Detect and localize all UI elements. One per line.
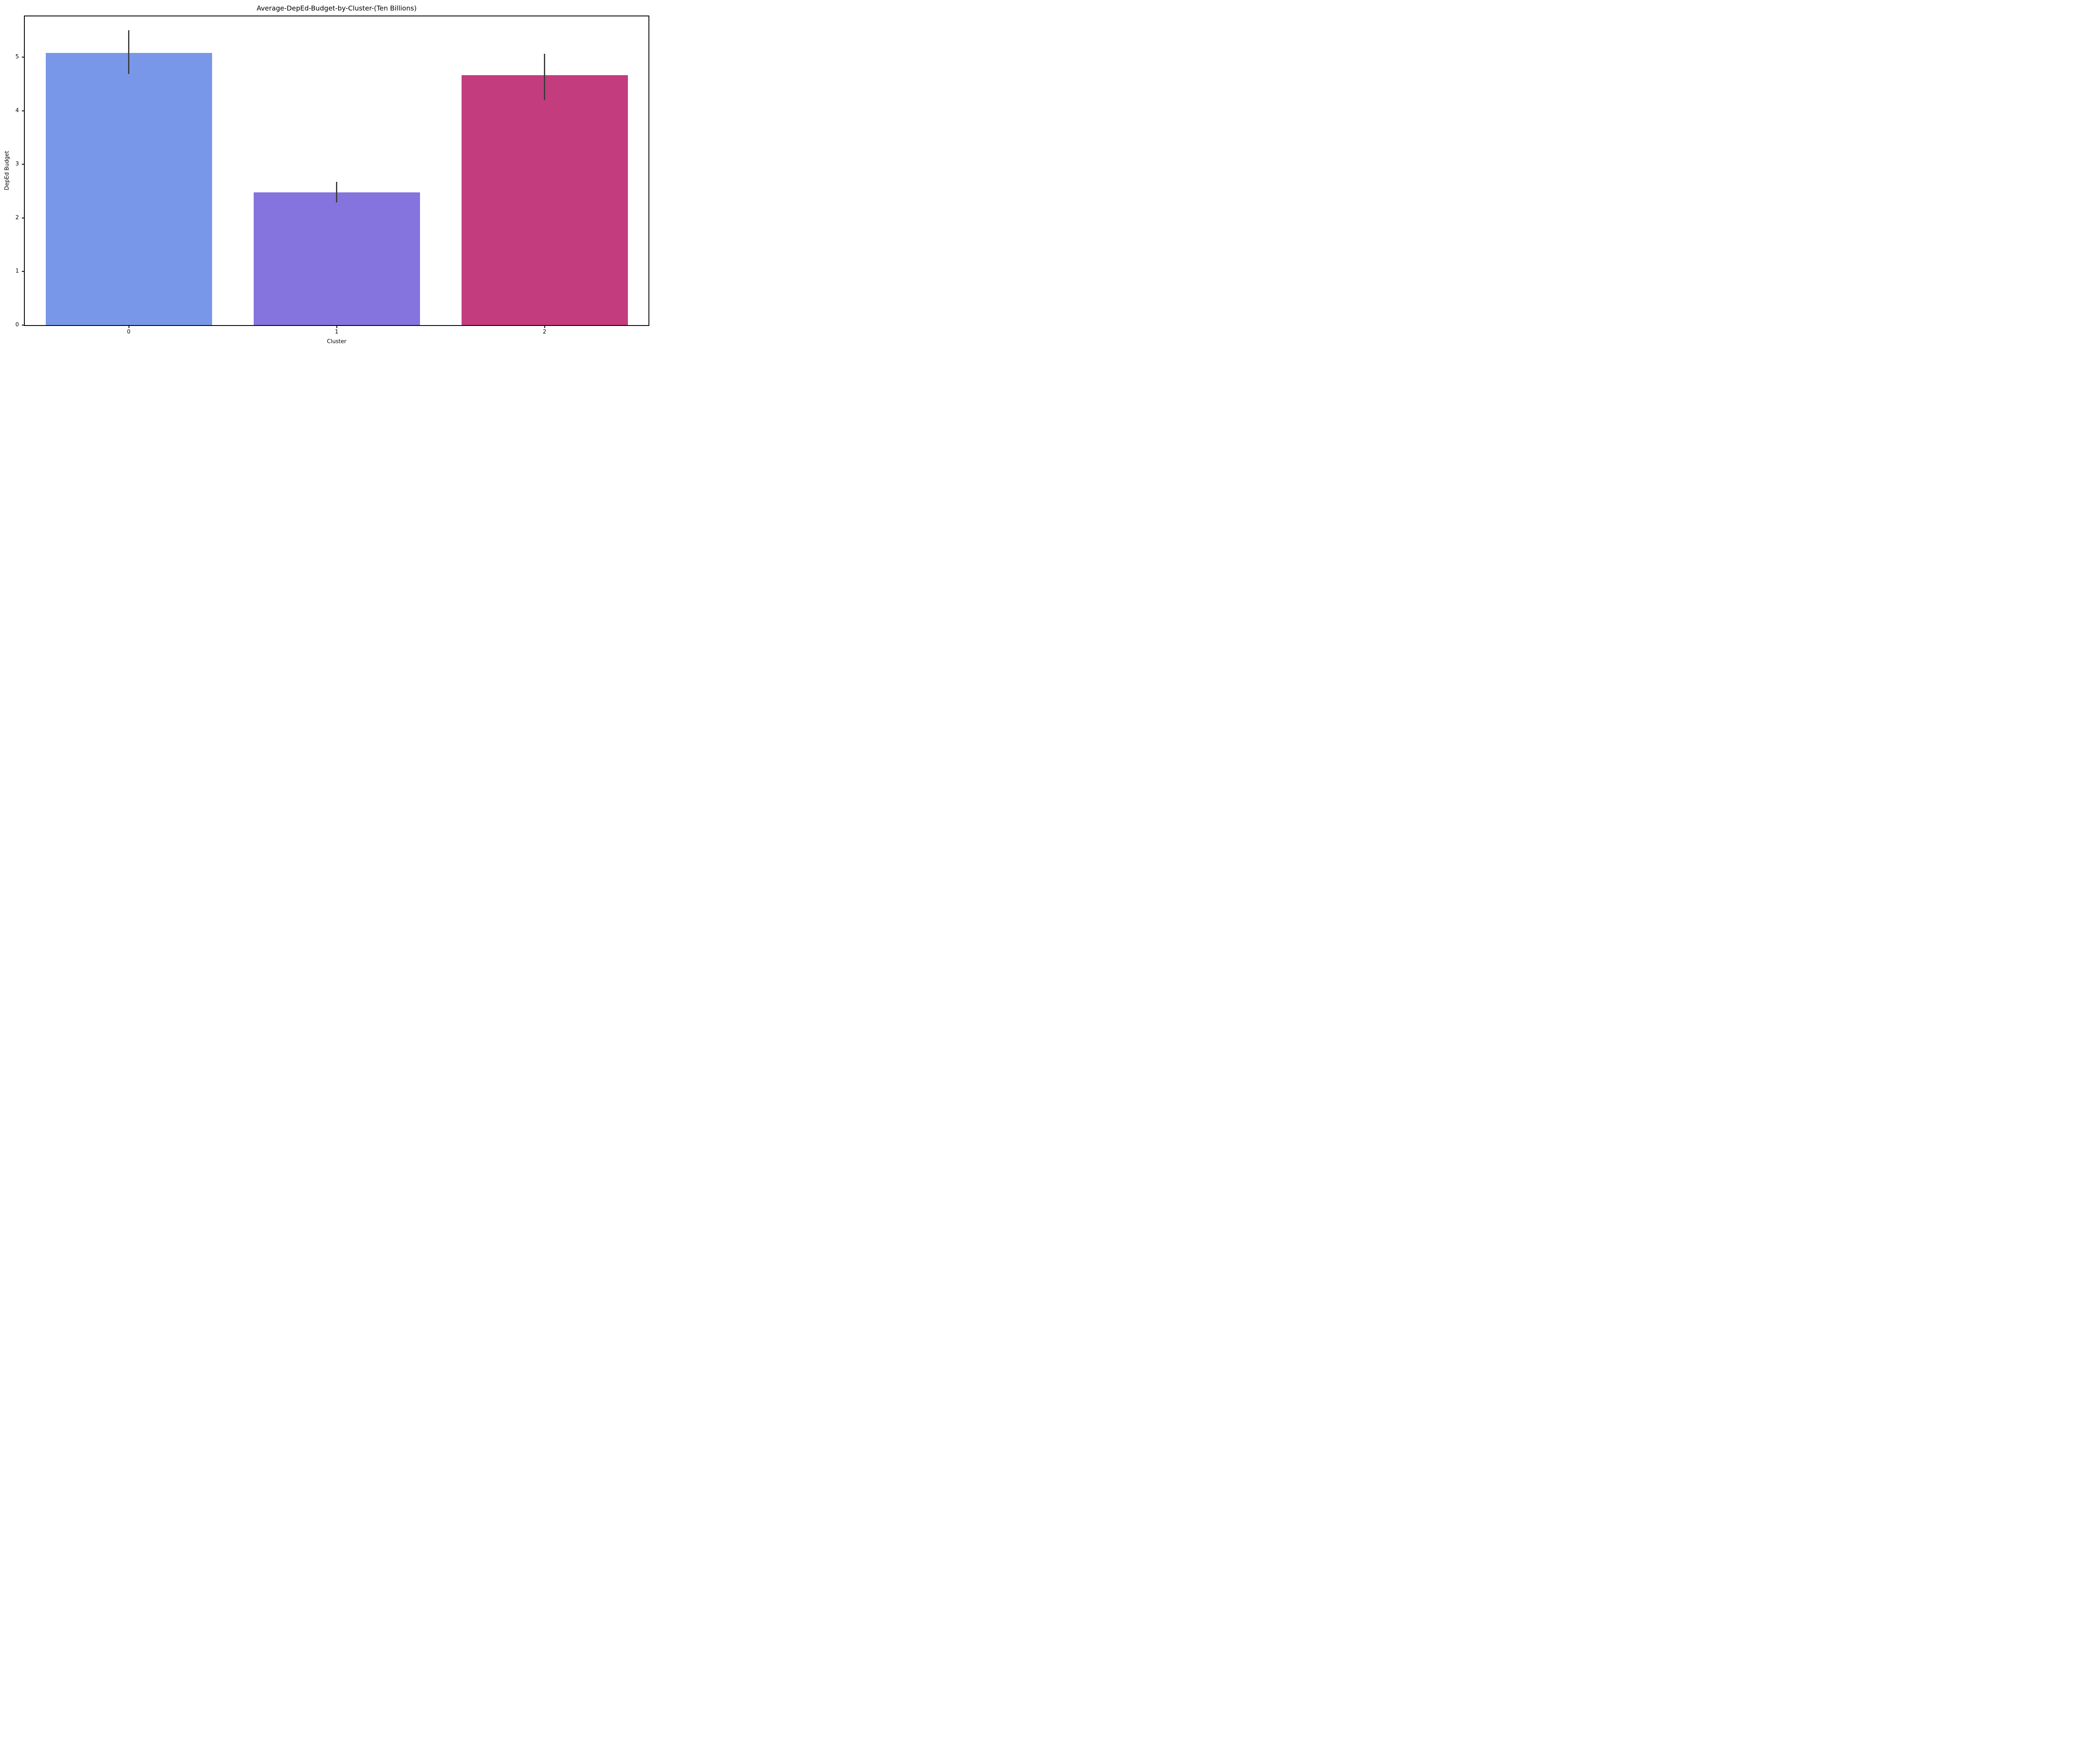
y-tick-mark (22, 271, 24, 272)
y-tick-mark (22, 164, 24, 165)
y-tick-mark (22, 110, 24, 111)
chart-title: Average-DepEd-Budget-by-Cluster-(Ten Bil… (257, 4, 417, 12)
y-tick-mark (22, 325, 24, 326)
bar-cluster-1 (253, 192, 420, 325)
x-tick-label: 0 (127, 329, 131, 335)
y-tick-label: 2 (15, 214, 19, 221)
error-bar-cluster-1 (336, 182, 337, 202)
error-bar-cluster-0 (128, 30, 129, 74)
x-tick-mark (544, 326, 545, 328)
x-tick-label: 2 (543, 329, 546, 335)
bar-chart-figure: Average-DepEd-Budget-by-Cluster-(Ten Bil… (0, 0, 654, 352)
x-tick-label: 1 (335, 329, 339, 335)
y-tick-mark (22, 56, 24, 58)
y-tick-label: 3 (15, 161, 19, 168)
y-axis-label: DepEd Budget (4, 151, 10, 190)
y-tick-label: 0 (15, 322, 19, 328)
y-tick-label: 5 (15, 53, 19, 60)
error-bar-cluster-2 (544, 54, 545, 100)
x-tick-mark (336, 326, 337, 328)
x-axis-label: Cluster (327, 339, 346, 345)
plot-area (24, 16, 649, 326)
y-tick-label: 1 (15, 268, 19, 275)
bar-cluster-2 (461, 75, 628, 325)
bar-cluster-0 (45, 53, 212, 325)
y-tick-label: 4 (15, 107, 19, 114)
